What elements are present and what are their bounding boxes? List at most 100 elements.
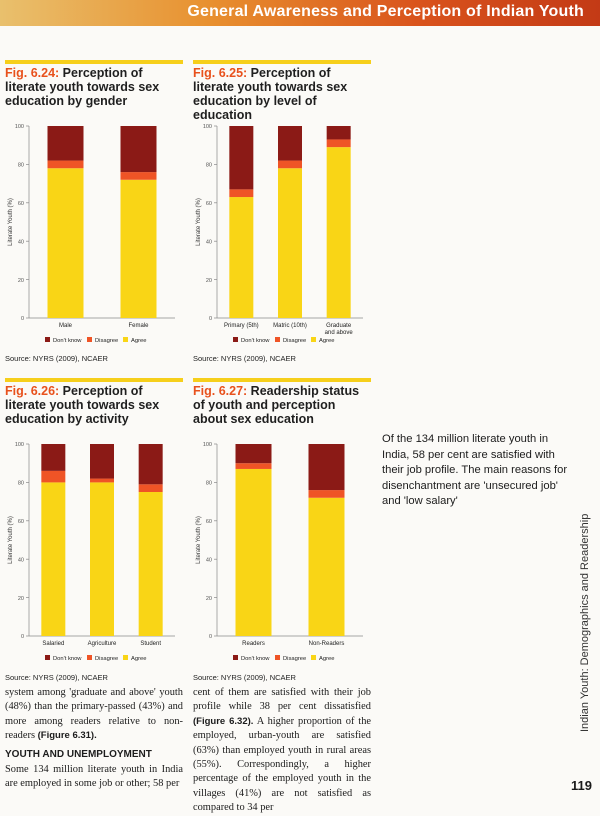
y-tick-label: 80 (206, 481, 212, 487)
bar-segment (308, 490, 345, 498)
chart-6-25: 0 20 40 60 80 100 Literate Youth (%) Primary (5… (196, 124, 363, 344)
page-number: 119 (571, 778, 592, 793)
bar-segment (278, 126, 302, 161)
figure-6-24: Fig. 6.24: Perception of literate youth … (5, 60, 183, 366)
legend-swatch (311, 655, 316, 660)
bar-segment (235, 444, 272, 464)
bar-segment (47, 126, 84, 161)
legend-label: Disagree (95, 656, 118, 662)
y-tick-label: 0 (209, 634, 212, 640)
legend-label: Agree (131, 656, 146, 662)
bar-segment (278, 160, 302, 169)
figure-rule (193, 60, 371, 64)
legend-swatch (123, 337, 128, 342)
y-axis-label: Literate Youth (%) (196, 198, 202, 246)
legend-swatch (233, 655, 238, 660)
x-tick-label: Non-Readers (309, 641, 345, 647)
y-tick-label: 60 (206, 519, 212, 525)
legend-swatch (275, 655, 280, 660)
bar-segment (47, 168, 84, 318)
figure-title: Fig. 6.25: Perception of literate youth … (193, 66, 371, 122)
figure-source: Source: NYRS (2009), NCAER (5, 673, 108, 682)
figure-number: Fig. 6.24: (5, 66, 60, 80)
y-tick-label: 20 (18, 278, 24, 284)
bar-segment (47, 160, 84, 169)
highlight-quote: Of the 134 million literate youth in Ind… (382, 433, 568, 507)
bar-segment (278, 168, 302, 318)
legend-swatch (123, 655, 128, 660)
header-banner: General Awareness and Perception of Indi… (0, 0, 600, 26)
body-column-right: cent of them are satisfied with their jo… (193, 686, 371, 816)
x-tick-label: Primary (5th) (224, 323, 259, 329)
bar-segment (229, 126, 254, 190)
legend-label: Agree (319, 656, 334, 662)
y-tick-label: 60 (206, 201, 212, 207)
figure-source: Source: NYRS (2009), NCAER (5, 354, 108, 363)
bar-segment (41, 444, 66, 471)
y-tick-label: 0 (21, 316, 24, 322)
figure-6-26: Fig. 6.26: Perception of literate youth … (5, 378, 183, 684)
legend-label: Don't know (241, 338, 270, 344)
y-tick-label: 40 (206, 557, 212, 563)
section-subhead: YOUTH AND UNEMPLOYMENT (5, 748, 152, 760)
bar-segment (229, 197, 254, 318)
body-column-left: system among 'graduate and above' youth … (5, 686, 183, 792)
y-axis-label: Literate Youth (%) (8, 198, 14, 246)
chart-6-24: 0 20 40 60 80 100 Literate Youth (%) Male Female… (8, 124, 175, 344)
figure-title-text: Readership status of youth and perceptio… (193, 384, 360, 426)
legend-swatch (233, 337, 238, 342)
x-tick-label: Student (140, 641, 161, 647)
figure-title: Fig. 6.26: Perception of literate youth … (5, 384, 183, 426)
legend-label: Don't know (241, 656, 270, 662)
y-tick-label: 20 (206, 596, 212, 602)
y-tick-label: 40 (206, 239, 212, 245)
chart-6-26: 0 20 40 60 80 100 Literate Youth (%) Salaried Ag… (8, 442, 175, 662)
figure-title-text: Perception of literate youth towards sex… (5, 384, 160, 426)
figure-title: Fig. 6.27: Readership status of youth an… (193, 384, 371, 426)
figure-rule (193, 378, 371, 382)
body-paragraph: Some 134 million literate youth in India… (5, 764, 183, 790)
legend-label: Disagree (283, 656, 306, 662)
bar-segment (235, 463, 272, 469)
legend-swatch (45, 655, 50, 660)
section-label-wrap: Indian Youth: Demographics and Readershi… (573, 514, 595, 732)
y-axis-label: Literate Youth (%) (196, 516, 202, 564)
x-tick-label: Matric (10th) (273, 323, 307, 329)
legend-label: Agree (131, 338, 146, 344)
legend-swatch (87, 655, 92, 660)
y-tick-label: 100 (203, 442, 212, 448)
x-tick-label: and above (325, 330, 354, 336)
section-label: Indian Youth: Demographics and Readershi… (579, 513, 591, 732)
y-tick-label: 60 (18, 519, 24, 525)
y-tick-label: 20 (18, 596, 24, 602)
figure-number: Fig. 6.26: (5, 384, 60, 398)
body-paragraph: system among 'graduate and above' youth … (5, 687, 183, 742)
y-tick-label: 100 (15, 442, 24, 448)
y-tick-label: 0 (21, 634, 24, 640)
figure-title: Fig. 6.24: Perception of literate youth … (5, 66, 183, 108)
y-tick-label: 80 (206, 163, 212, 169)
bar-segment (308, 497, 345, 636)
legend-swatch (275, 337, 280, 342)
legend-label: Disagree (283, 338, 306, 344)
figure-number: Fig. 6.25: (193, 66, 248, 80)
bar-segment (90, 478, 114, 483)
x-tick-label: Graduate (326, 323, 352, 329)
bar-segment (308, 444, 345, 491)
y-tick-label: 100 (15, 124, 24, 130)
bar-segment (138, 484, 163, 492)
y-tick-label: 60 (18, 201, 24, 207)
bar-segment (90, 482, 114, 636)
figure-reference: (Figure 6.32). (193, 715, 254, 727)
legend-swatch (87, 337, 92, 342)
bar-segment (120, 179, 157, 318)
y-axis-label: Literate Youth (%) (8, 516, 14, 564)
y-tick-label: 80 (18, 481, 24, 487)
bar-segment (41, 470, 66, 483)
bar-segment (229, 189, 254, 198)
legend-label: Disagree (95, 338, 118, 344)
body-paragraph: cent of them are satisfied with their jo… (193, 687, 371, 713)
y-tick-label: 40 (18, 557, 24, 563)
bar-segment (120, 172, 157, 180)
x-tick-label: Readers (242, 641, 265, 647)
